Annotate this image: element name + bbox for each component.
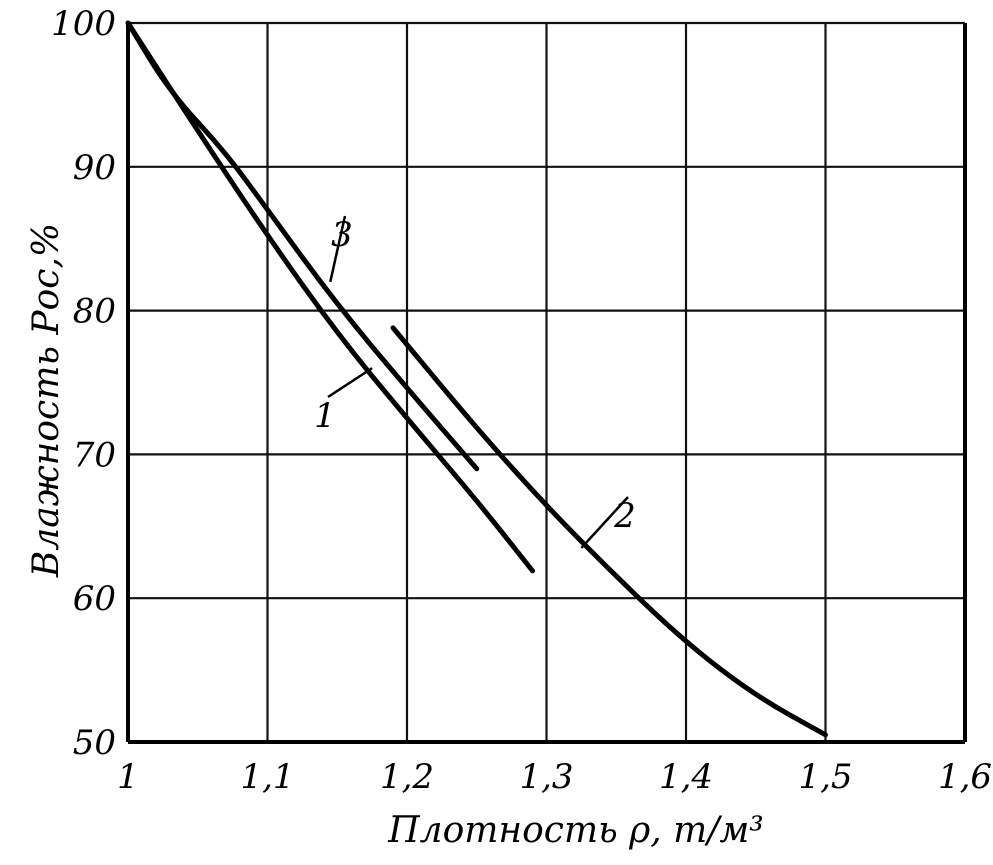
x-tick-label: 1,1 [240,757,294,797]
plot-frame [126,21,967,744]
x-axis-title: Плотность ρ, т/м³ [387,810,763,851]
y-axis-title: Влажность Pос,% [26,223,67,578]
series-1-label: 1 [314,396,336,436]
y-tick-label: 50 [73,723,116,763]
x-tick-label: 1,5 [798,757,852,797]
x-tick-label: 1,6 [938,757,992,797]
y-tick-label: 70 [73,435,116,475]
series-1-leader-line [327,367,373,399]
x-tick-label: 1,4 [659,757,713,797]
x-tick-label: 1 [117,757,139,797]
y-tick-label: 60 [73,579,116,619]
series-3-leader-line [329,215,347,283]
series-2-line [390,325,828,738]
y-tick-label: 90 [73,148,116,188]
series-2-leader-line [580,496,629,549]
y-tick-label: 80 [73,292,116,332]
curves [125,20,828,738]
series-3-line [125,20,480,472]
x-tick-label: 1,3 [519,757,573,797]
x-tick-label: 1,2 [380,757,434,797]
tick-labels: 1 1,1 1,2 1,3 1,4 1,5 1,6 50 60 70 80 90 100 [51,4,992,797]
curve-labels: 123 [314,215,636,549]
grid [128,23,965,742]
y-tick-label: 100 [51,4,116,44]
